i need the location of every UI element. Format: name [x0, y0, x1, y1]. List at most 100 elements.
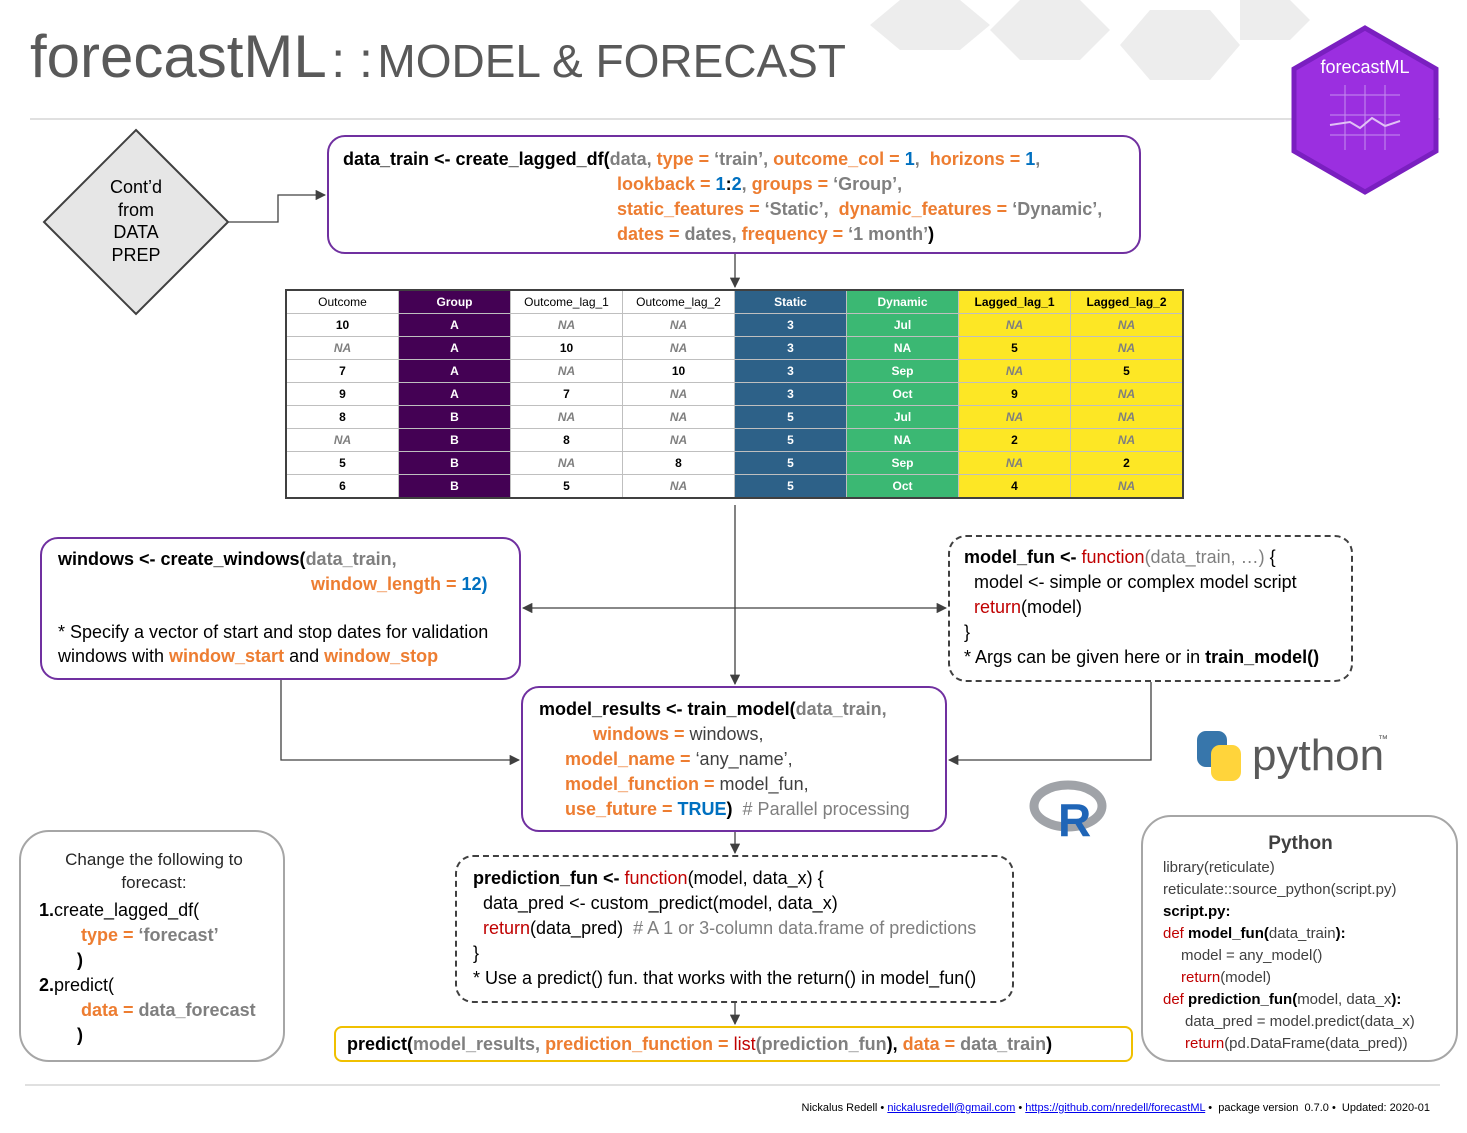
code-token: :: [725, 174, 732, 194]
code-token: data_pred <- custom_predict(model, data_…: [483, 893, 838, 913]
code-token: 1: [904, 149, 915, 169]
table-row: 6 B 5 NA 5 Oct 4 NA: [285, 474, 1184, 499]
column-header: Outcome_lag_1: [510, 289, 623, 314]
data-table: Outcome Group Outcome_lag_1 Outcome_lag_2 St…: [285, 289, 1184, 499]
code-token: ),: [886, 1034, 903, 1054]
code-token: predict(: [347, 1034, 414, 1054]
table-cell: 3: [734, 382, 847, 406]
code-token: prediction_function =: [545, 1034, 734, 1054]
github-link[interactable]: https://github.com/nredell/forecastML: [1025, 1102, 1206, 1114]
code-token: def: [1163, 991, 1184, 1008]
code-line: return(pd.DataFrame(data_pred)): [1163, 1033, 1456, 1055]
code-line: return(data_pred) # A 1 or 3-column data…: [473, 916, 1012, 941]
table-row: 5 B NA 8 5 Sep NA 2: [285, 451, 1184, 475]
code-token: window_start: [169, 646, 285, 666]
table-cell: NA: [1070, 382, 1184, 406]
table-cell: A: [398, 313, 511, 337]
code-token: (model): [1021, 597, 1083, 617]
table-cell: NA: [958, 405, 1071, 429]
code-token: dates =: [617, 224, 685, 244]
decor: [870, 0, 1310, 80]
code-token: return: [1185, 1035, 1225, 1052]
logo-decor: [1329, 85, 1401, 150]
table-cell: 3: [734, 313, 847, 337]
table-cell: 5: [734, 405, 847, 429]
code-token: ):: [1391, 991, 1402, 1008]
code-token: ,: [741, 174, 752, 194]
code-line: ): [39, 948, 283, 973]
code-token: prediction_fun <-: [473, 868, 625, 888]
code-token: ): [928, 224, 935, 244]
code-line: script.py:: [1163, 901, 1456, 923]
start-node: Cont’d from DATA PREP: [66, 176, 206, 266]
table-cell: 2: [1070, 451, 1184, 475]
code-line: * Args can be given here or in train_mod…: [964, 645, 1351, 670]
code-token: 1: [715, 174, 726, 194]
code-token: library(reticulate): [1163, 859, 1275, 876]
table-row: NA B 8 NA 5 NA 2 NA: [285, 428, 1184, 452]
start-diamond: [42, 128, 230, 316]
code-line: model = any_model(): [1163, 945, 1456, 967]
column-header: Static: [734, 289, 847, 314]
table-cell: NA: [622, 474, 735, 499]
code-token: data =: [902, 1034, 961, 1054]
code-token: model_fun(: [1183, 925, 1269, 942]
table-row: NA A 10 NA 3 NA 5 NA: [285, 336, 1184, 360]
table-cell: 9: [285, 382, 399, 406]
separator: : :: [331, 32, 373, 88]
code-token: }: [964, 622, 971, 642]
code-token: static_features =: [617, 199, 765, 219]
code-token: train_model(): [1205, 647, 1320, 667]
logo-text: forecastML: [1320, 57, 1410, 77]
code-token: (model, data_x) {: [687, 868, 824, 888]
code-line: def model_fun(data_train):: [1163, 923, 1456, 945]
predict-box: predict(model_results, prediction_functi…: [334, 1026, 1133, 1062]
table-cell: B: [398, 428, 511, 452]
table-row: 9 A 7 NA 3 Oct 9 NA: [285, 382, 1184, 406]
table-row: 10 A NA NA 3 Jul NA NA: [285, 313, 1184, 337]
table-cell: NA: [510, 359, 623, 383]
code-token: ‘forecast’: [138, 925, 219, 945]
code-token: * Use a predict() fun. that works with t…: [473, 968, 977, 988]
table-cell: 5: [510, 474, 623, 499]
code-token: reticulate::source_python(script.py): [1163, 881, 1397, 898]
column-header: Outcome_lag_2: [622, 289, 735, 314]
code-token: frequency =: [741, 224, 849, 244]
code-token: window_stop: [324, 646, 439, 666]
python-logo-text: python: [1252, 731, 1384, 780]
code-token: script.py:: [1163, 903, 1231, 920]
code-token: ‘Dynamic’,: [1012, 199, 1103, 219]
code-line: windows <- create_windows(data_train,: [58, 547, 519, 572]
code-token: function: [624, 868, 688, 888]
code-token: 12: [461, 574, 482, 594]
code-token: and: [284, 646, 325, 666]
trademark: ™: [1378, 734, 1388, 745]
table-cell: NA: [285, 336, 399, 360]
code-line: return(model): [1163, 967, 1456, 989]
code-token: return: [974, 597, 1022, 617]
email-link[interactable]: nickalusredell@gmail.com: [887, 1102, 1016, 1114]
code-line: def prediction_fun(model, data_x):: [1163, 989, 1456, 1011]
python-logo: python ™: [1197, 731, 1388, 781]
code-line: use_future = TRUE) # Parallel processing: [539, 797, 945, 822]
table-cell: NA: [958, 359, 1071, 383]
code-token: prediction_fun(: [1183, 991, 1298, 1008]
code-line: 1.create_lagged_df(: [39, 898, 283, 923]
code-line: type = ‘forecast’: [39, 923, 283, 948]
table-cell: 3: [734, 359, 847, 383]
start-line: DATA: [113, 222, 159, 242]
code-token: horizons =: [929, 149, 1026, 169]
code-token: ):: [1335, 925, 1346, 942]
code-token: function: [1081, 547, 1145, 567]
code-token: groups =: [751, 174, 834, 194]
code-token: def: [1163, 925, 1184, 942]
code-token: (model): [1220, 969, 1272, 986]
code-line: return(model): [964, 595, 1351, 620]
code-line: model_results <- train_model(data_train,: [539, 697, 945, 722]
model-fun-box: model_fun <- function(data_train, …) { m…: [948, 535, 1353, 682]
code-token: (: [755, 1034, 762, 1054]
table-cell: Jul: [846, 405, 959, 429]
code-token: data =: [81, 1000, 139, 1020]
